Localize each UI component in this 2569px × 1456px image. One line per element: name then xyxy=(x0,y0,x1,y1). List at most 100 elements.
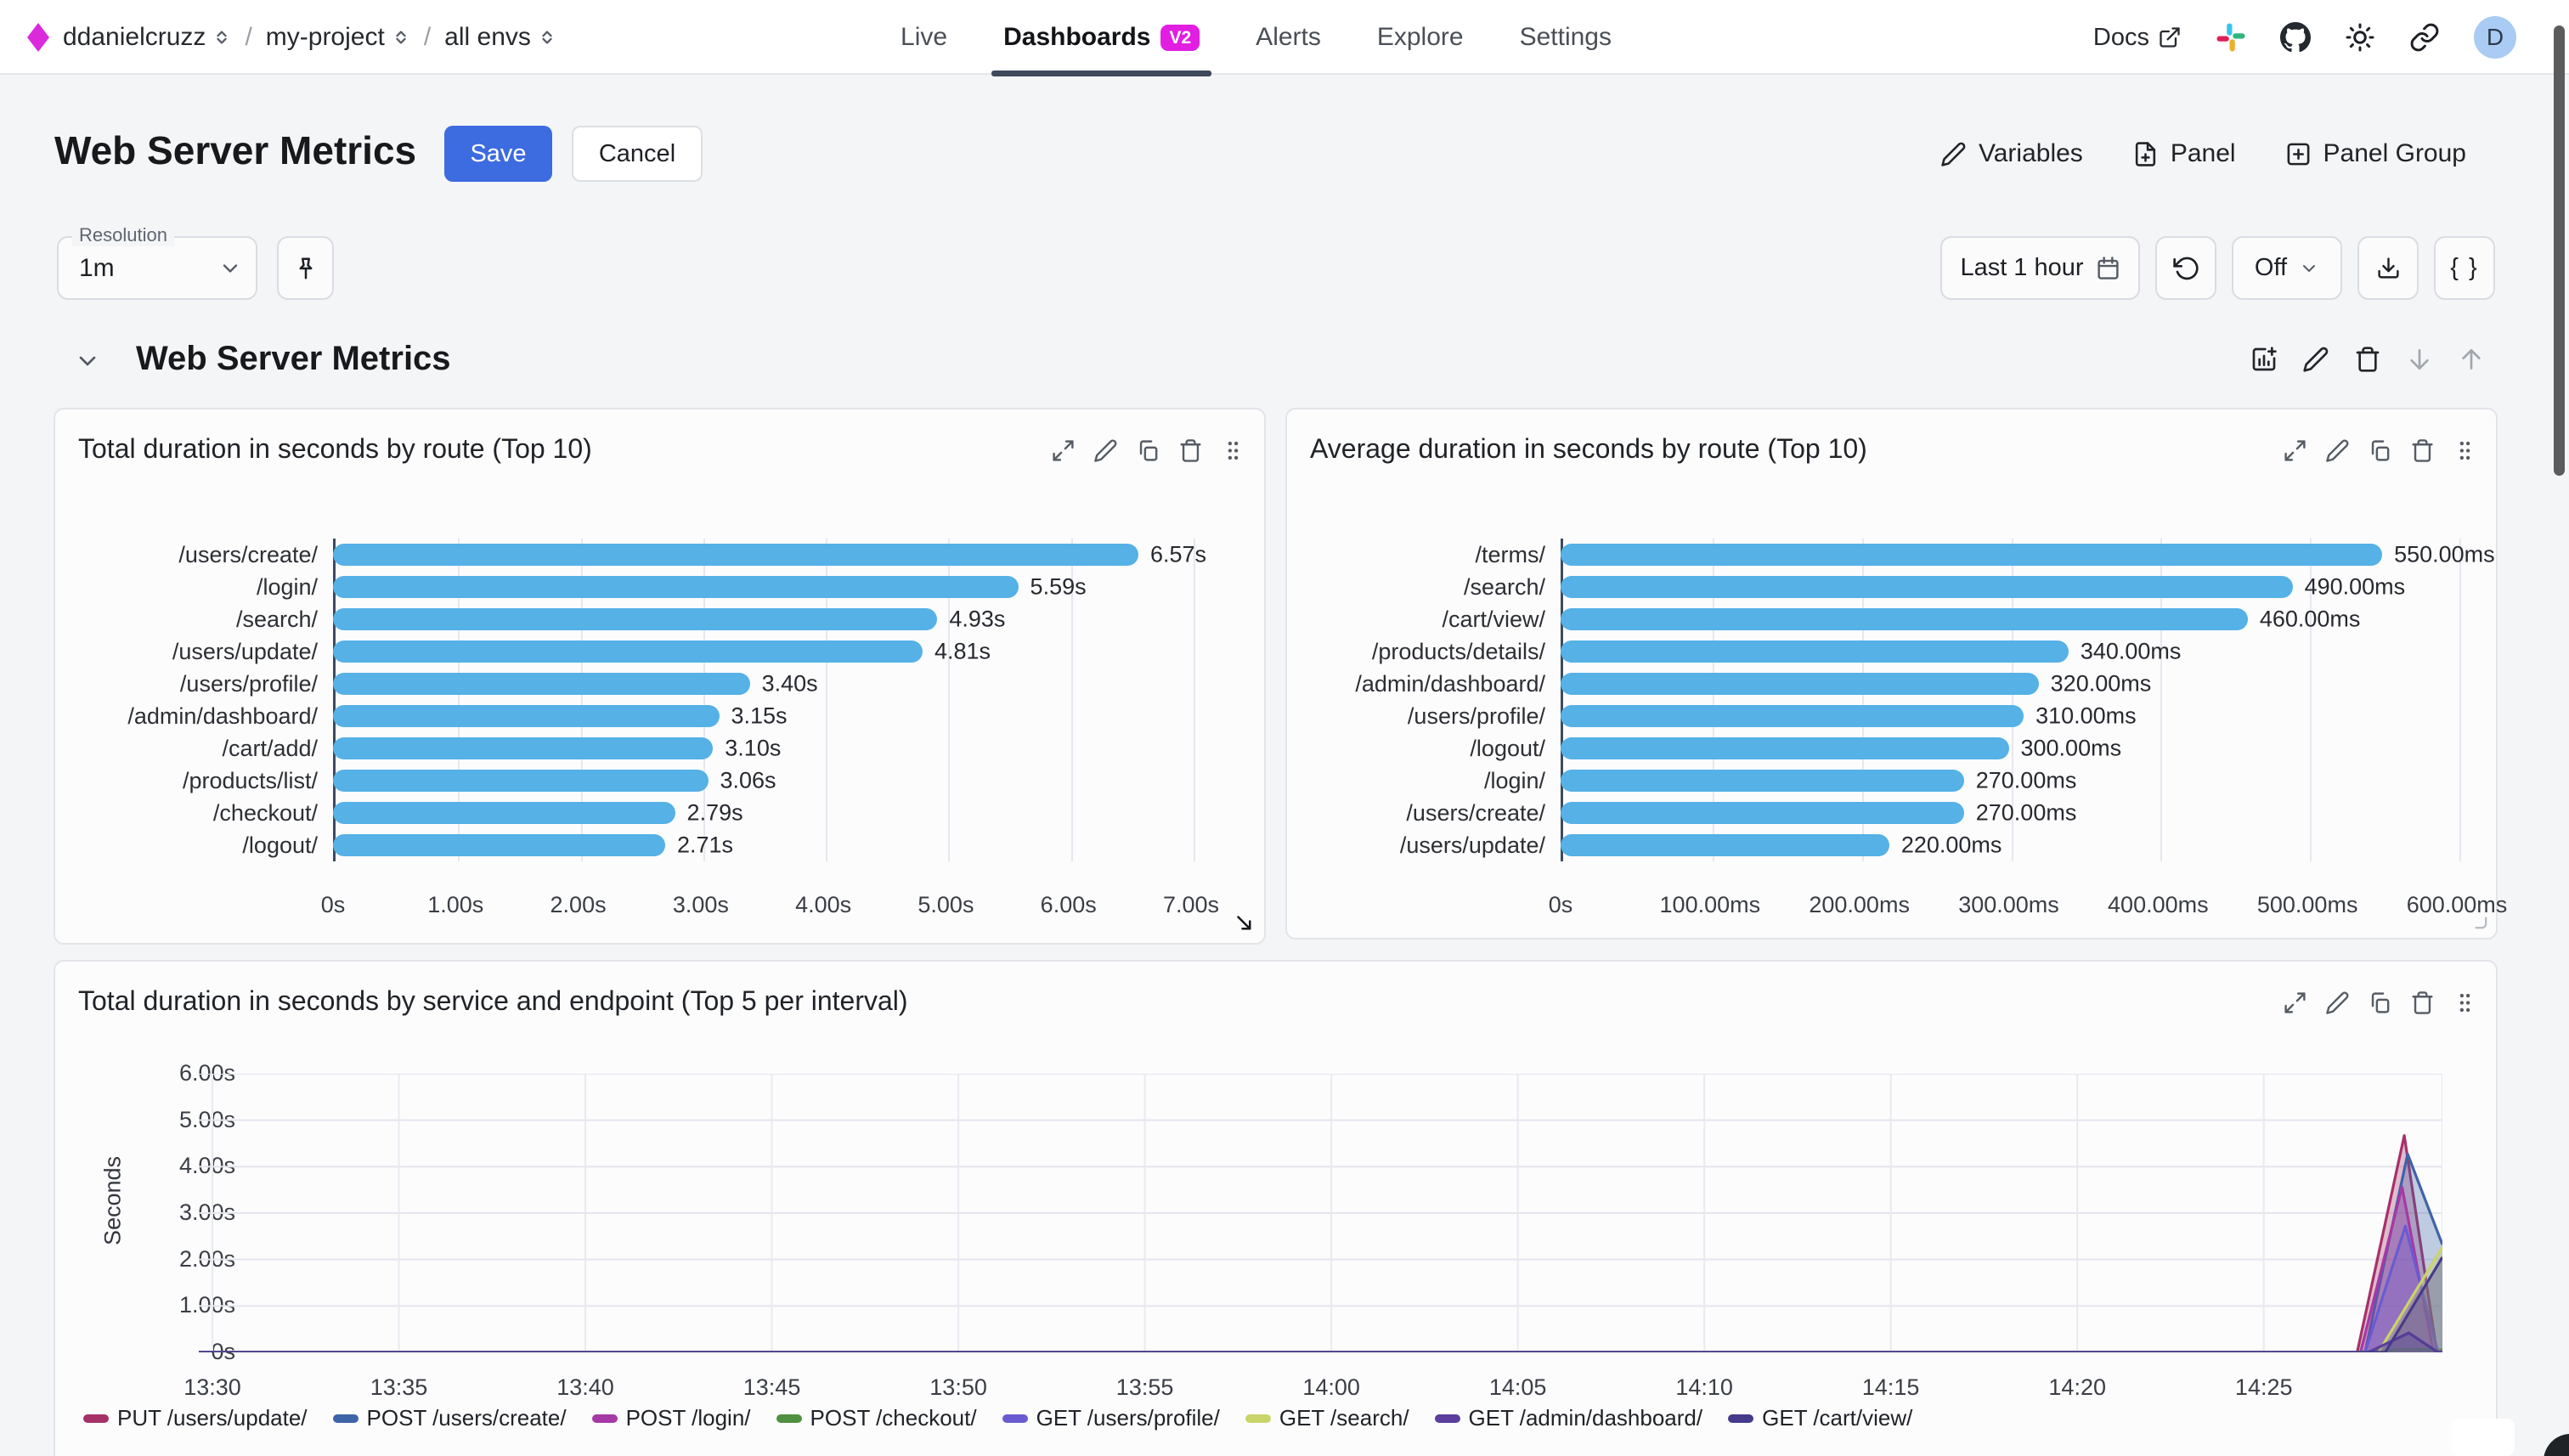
slack-icon[interactable] xyxy=(2216,22,2246,53)
move-down-icon[interactable] xyxy=(2406,346,2433,373)
duplicate-icon[interactable] xyxy=(2368,990,2392,1015)
move-up-icon[interactable] xyxy=(2458,346,2485,373)
bar[interactable] xyxy=(333,576,1019,598)
drag-handle-icon[interactable] xyxy=(2453,990,2477,1015)
bar[interactable] xyxy=(333,608,938,630)
json-button[interactable]: { } xyxy=(2434,236,2495,300)
edit-icon[interactable] xyxy=(2302,346,2329,373)
refresh-button[interactable] xyxy=(2155,236,2216,300)
bar[interactable] xyxy=(333,834,665,856)
auto-refresh-select[interactable]: Off xyxy=(2232,236,2342,300)
chart-rows: /terms/550.00ms/search/490.00ms/cart/vie… xyxy=(1287,539,2496,861)
bar-row: /users/create/6.57s xyxy=(55,539,1264,571)
nav-alerts[interactable]: Alerts xyxy=(1256,23,1321,51)
theme-sun-icon[interactable] xyxy=(2345,22,2375,53)
save-button[interactable]: Save xyxy=(444,126,552,182)
pin-icon xyxy=(293,256,319,281)
legend-label: GET /cart/view/ xyxy=(1762,1405,1913,1431)
bar[interactable] xyxy=(1561,802,1964,824)
bar[interactable] xyxy=(1561,608,2248,630)
bar[interactable] xyxy=(1561,705,2024,727)
breadcrumb-env-label: all envs xyxy=(444,23,531,51)
add-panel-group-button[interactable]: Panel Group xyxy=(2285,139,2466,168)
updown-icon xyxy=(392,28,410,47)
download-button[interactable] xyxy=(2357,236,2419,300)
pin-button[interactable] xyxy=(277,236,334,300)
bar[interactable] xyxy=(333,544,1138,566)
duplicate-icon[interactable] xyxy=(1136,438,1160,463)
legend-item[interactable]: PUT /users/update/ xyxy=(83,1405,308,1431)
bar[interactable] xyxy=(333,770,709,792)
docs-link[interactable]: Docs xyxy=(2093,24,2182,52)
bar[interactable] xyxy=(333,802,675,824)
legend-item[interactable]: GET /admin/dashboard/ xyxy=(1434,1405,1703,1431)
cancel-button[interactable]: Cancel xyxy=(572,126,703,182)
edit-icon[interactable] xyxy=(2325,438,2350,463)
bar[interactable] xyxy=(1561,834,1889,856)
drag-handle-icon[interactable] xyxy=(2453,438,2477,463)
trash-icon[interactable] xyxy=(1178,438,1203,463)
area-chart-plot[interactable] xyxy=(199,1074,2442,1352)
add-chart-icon[interactable] xyxy=(2250,346,2278,373)
add-panel-button[interactable]: Panel xyxy=(2132,139,2236,168)
x-tick-label: 200.00ms xyxy=(1809,892,1910,917)
series-area xyxy=(199,1135,2442,1352)
bar[interactable] xyxy=(1561,737,2009,759)
nav-explore[interactable]: Explore xyxy=(1376,23,1464,51)
breadcrumb-org[interactable]: ddanielcruzz xyxy=(63,23,231,52)
expand-icon[interactable] xyxy=(1051,438,1076,463)
bar[interactable] xyxy=(1561,770,1964,792)
app-logo[interactable] xyxy=(27,23,49,52)
bar-value-label: 270.00ms xyxy=(1975,767,2077,793)
vertical-scrollbar-thumb[interactable] xyxy=(2554,25,2565,476)
edit-icon[interactable] xyxy=(2325,990,2350,1015)
help-bubble[interactable] xyxy=(2544,1434,2569,1456)
trash-icon[interactable] xyxy=(2410,438,2435,463)
nav-settings[interactable]: Settings xyxy=(1519,23,1612,51)
breadcrumb-project[interactable]: my-project xyxy=(266,23,410,52)
legend-item[interactable]: GET /users/profile/ xyxy=(1002,1405,1220,1431)
resize-corner-icon[interactable] xyxy=(2467,909,2491,933)
legend-item[interactable]: POST /users/create/ xyxy=(332,1405,567,1431)
breadcrumb-env[interactable]: all envs xyxy=(444,23,556,52)
avatar[interactable]: D xyxy=(2474,16,2516,59)
trash-icon[interactable] xyxy=(2354,346,2381,373)
collapse-chevron-icon[interactable] xyxy=(74,347,101,375)
drag-handle-icon[interactable] xyxy=(1221,438,1245,463)
y-tick-label: 4.00s xyxy=(178,1153,235,1179)
bar[interactable] xyxy=(333,705,720,727)
legend-item[interactable]: POST /checkout/ xyxy=(776,1405,977,1431)
bar[interactable] xyxy=(1561,544,2383,566)
edit-icon[interactable] xyxy=(1093,438,1118,463)
bar[interactable] xyxy=(1561,673,2039,695)
resize-handle-icon[interactable] xyxy=(1232,911,1257,936)
nav-live[interactable]: Live xyxy=(901,23,948,51)
expand-icon[interactable] xyxy=(2283,438,2307,463)
bar[interactable] xyxy=(1561,641,2069,663)
legend-label: GET /admin/dashboard/ xyxy=(1468,1405,1703,1431)
time-range-button[interactable]: Last 1 hour xyxy=(1940,236,2140,300)
share-link-icon[interactable] xyxy=(2409,22,2440,53)
x-tick-label: 14:20 xyxy=(2048,1374,2106,1400)
expand-icon[interactable] xyxy=(2283,990,2307,1015)
y-tick-label: 1.00s xyxy=(178,1292,235,1318)
series-area xyxy=(199,1246,2442,1352)
legend-swatch xyxy=(1728,1414,1754,1423)
bar-value-label: 550.00ms xyxy=(2394,541,2495,567)
duplicate-icon[interactable] xyxy=(2368,438,2392,463)
resolution-select[interactable]: Resolution 1m xyxy=(57,224,257,300)
legend-item[interactable]: POST /login/ xyxy=(591,1405,751,1431)
time-controls: Last 1 hour Off { } xyxy=(1940,236,2495,300)
legend-item[interactable]: GET /search/ xyxy=(1245,1405,1409,1431)
trash-icon[interactable] xyxy=(2410,990,2435,1015)
title-actions: Variables Panel Panel Group xyxy=(1940,126,2466,182)
bar[interactable] xyxy=(333,673,750,695)
legend-item[interactable]: GET /cart/view/ xyxy=(1728,1405,1912,1431)
variables-button[interactable]: Variables xyxy=(1940,139,2083,168)
bar[interactable] xyxy=(333,641,923,663)
github-icon[interactable] xyxy=(2280,22,2311,53)
bar[interactable] xyxy=(1561,576,2293,598)
nav-dashboards[interactable]: Dashboards V2 xyxy=(991,0,1212,76)
bar[interactable] xyxy=(333,737,714,759)
